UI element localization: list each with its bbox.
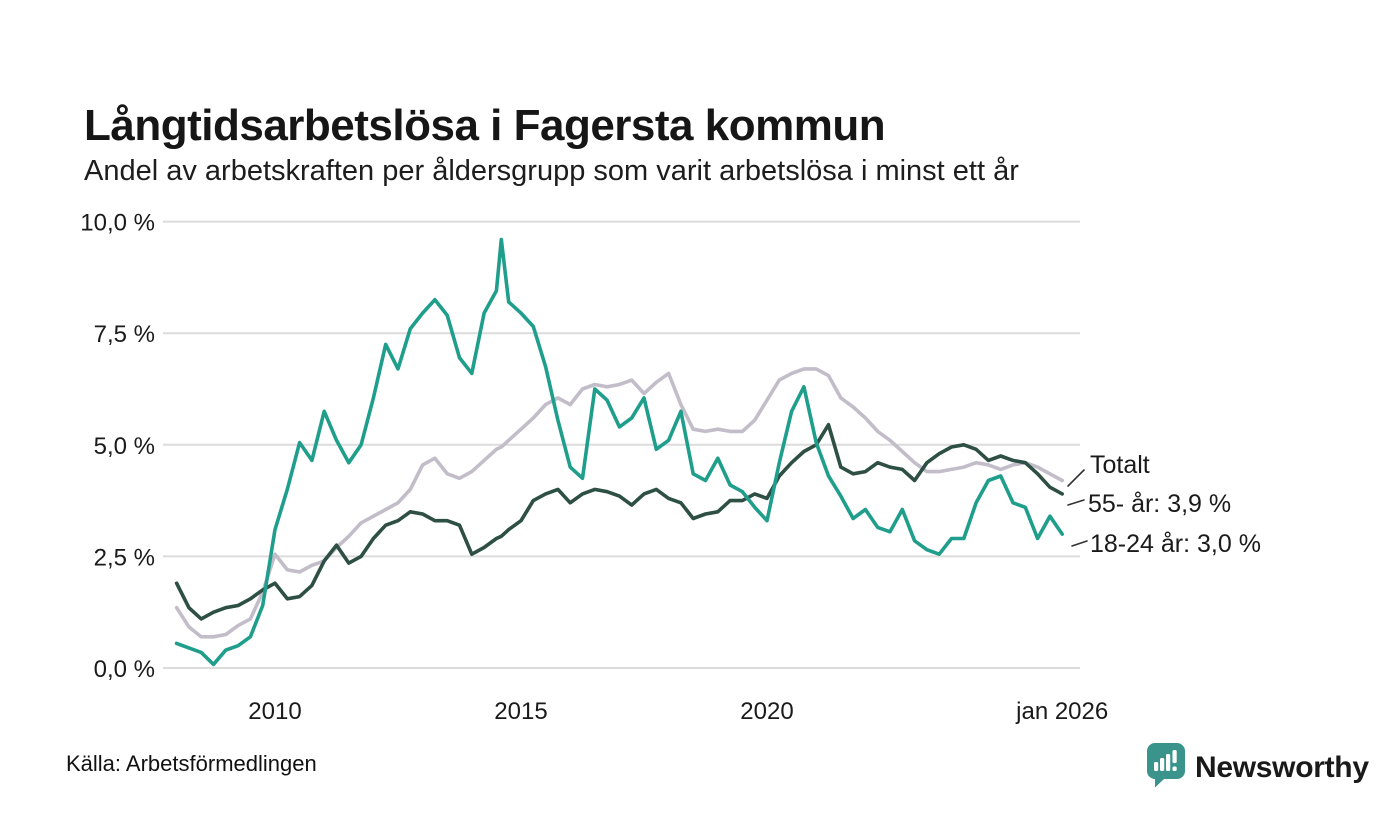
label-leader-line <box>1067 469 1085 487</box>
y-axis-tick-label: 2,5 % <box>94 544 155 571</box>
y-axis-tick-label: 0,0 % <box>94 656 155 683</box>
y-axis-tick-label: 10,0 % <box>80 210 155 237</box>
x-axis-tick-label: 2015 <box>494 698 547 725</box>
label-leader-line <box>1067 499 1085 506</box>
bar-chart-speech-bubble-icon <box>1146 742 1186 793</box>
x-axis-tick-label: 2010 <box>248 698 301 725</box>
line-totalt <box>174 367 1064 639</box>
line-18-24-ar <box>174 237 1064 667</box>
y-axis-tick-label: 5,0 % <box>94 433 155 460</box>
source-note: Källa: Arbetsförmedlingen <box>66 751 317 776</box>
x-axis-tick-label: jan 2026 <box>1015 698 1108 725</box>
end-label-totalt: Totalt <box>1090 451 1150 479</box>
y-axis-tick-label: 7,5 % <box>94 321 155 348</box>
line-55-ar <box>174 422 1064 621</box>
logo-text: Newsworthy <box>1195 750 1369 784</box>
chart-subtitle: Andel av arbetskraften per åldersgrupp s… <box>84 155 1019 187</box>
end-label-55-ar: 55- år: 3,9 % <box>1088 490 1232 518</box>
newsworthy-logo: Newsworthy <box>1146 742 1369 793</box>
label-leader-line <box>1071 540 1088 547</box>
x-axis-tick-label: 2020 <box>740 698 793 725</box>
end-label-18-24-ar: 18-24 år: 3,0 % <box>1090 530 1261 558</box>
chart-title: Långtidsarbetslösa i Fagersta kommun <box>84 101 886 151</box>
